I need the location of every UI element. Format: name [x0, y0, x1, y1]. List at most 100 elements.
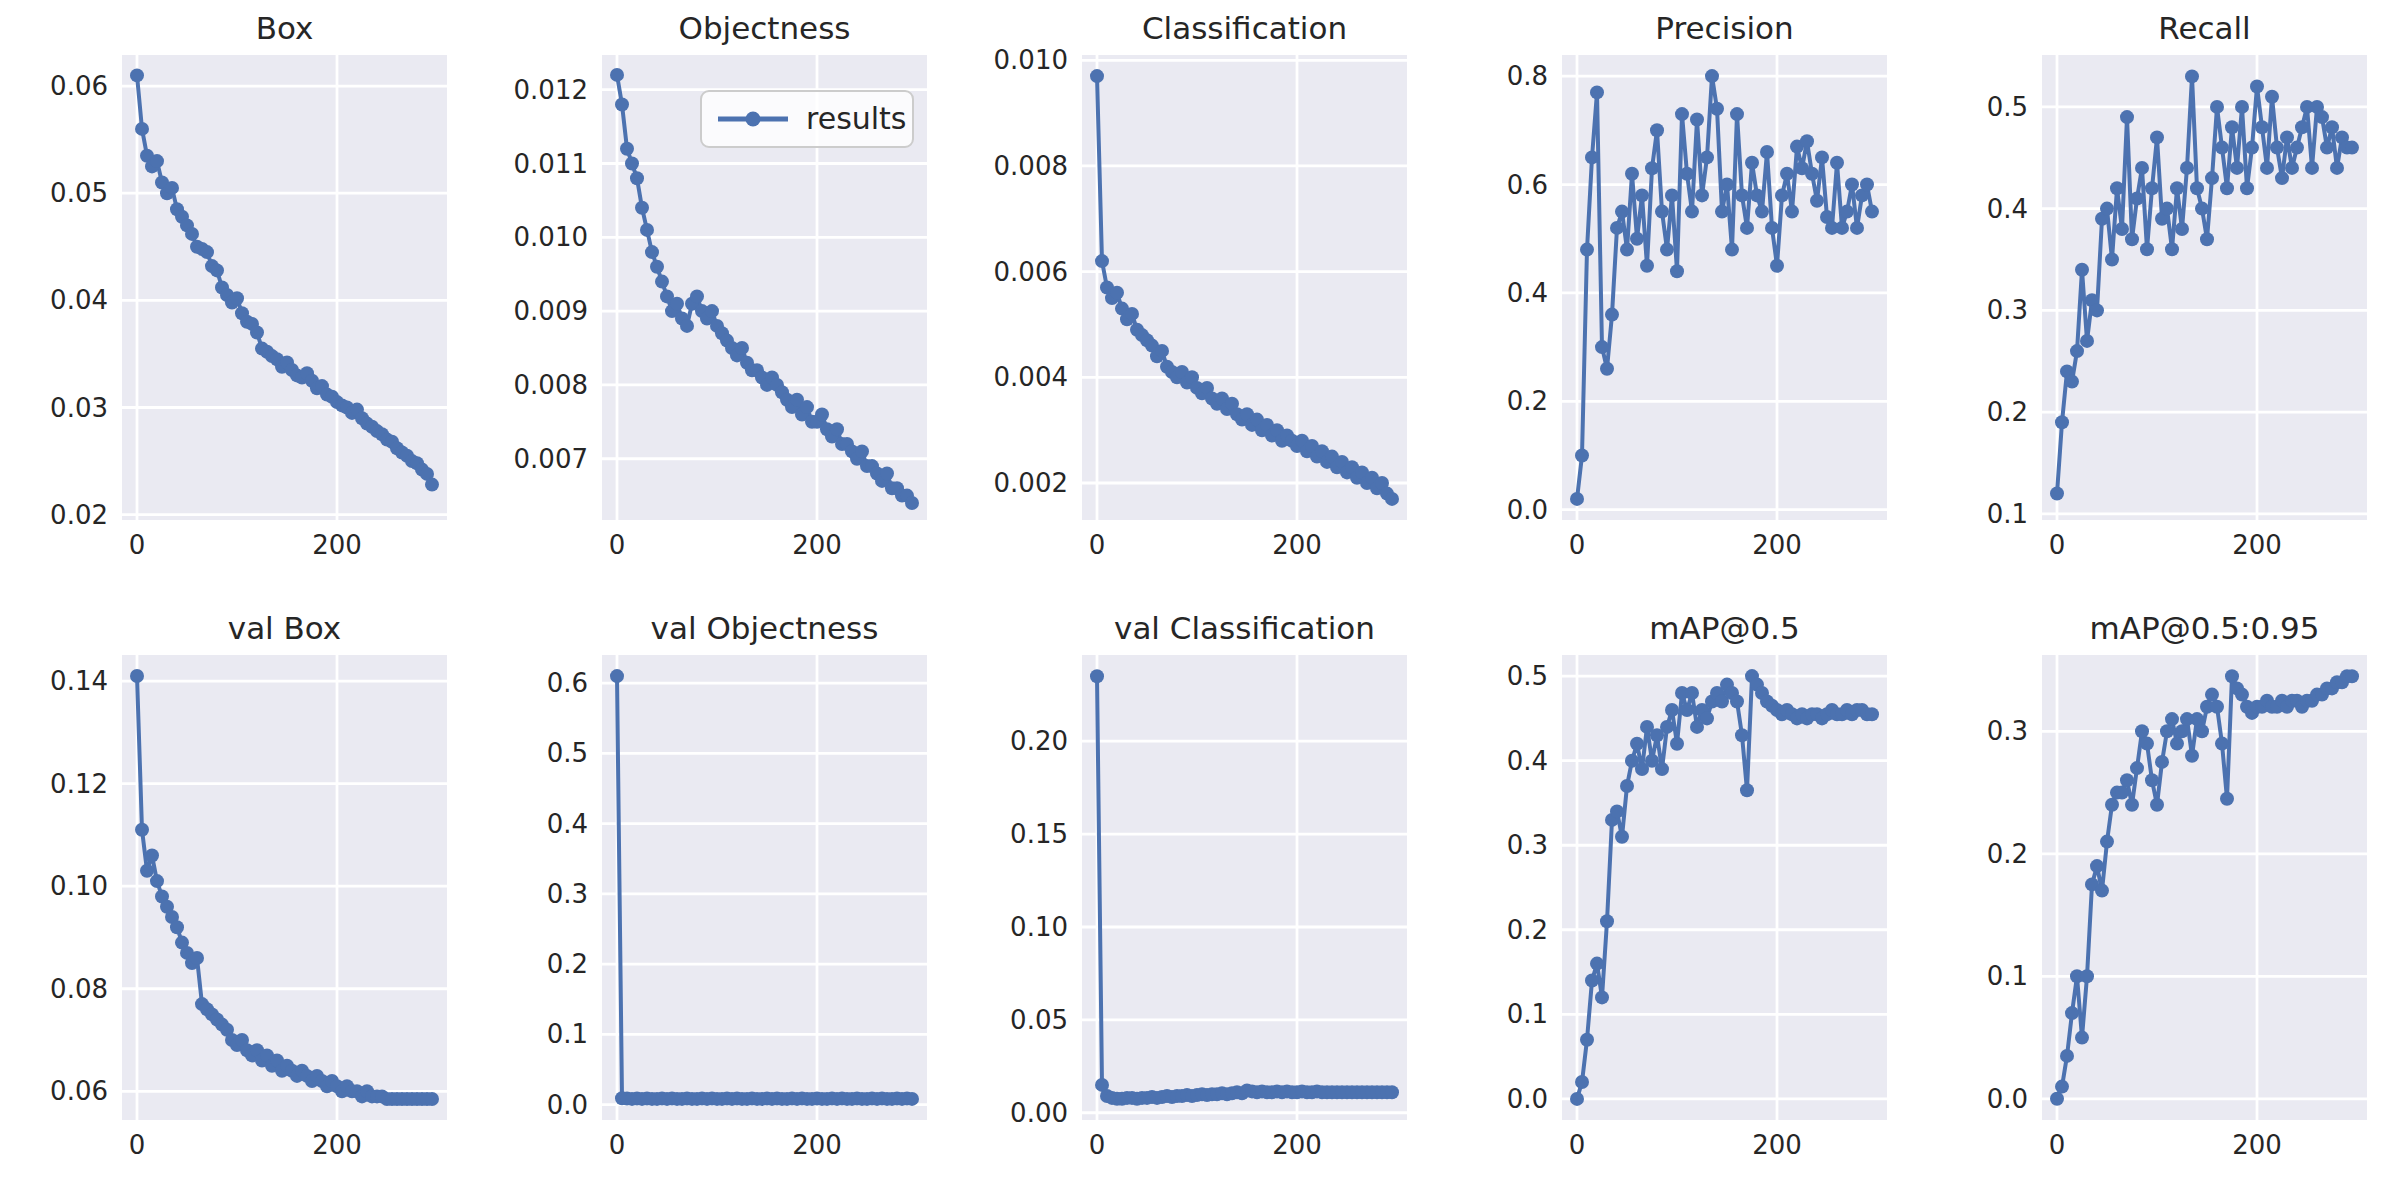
x-tick-label: 200: [2232, 1130, 2282, 1160]
subplot-map-0-5-0-95: mAP@0.5:0.95 0.00.10.20.3 0200: [1920, 600, 2400, 1200]
plot-area: [1082, 655, 1407, 1120]
y-tick-label: 0.012: [514, 75, 588, 105]
subplot-classification: Classification 0.0020.0040.0060.0080.010…: [960, 0, 1440, 600]
axes-background: [1082, 655, 1407, 1120]
y-tick-label: 0.04: [50, 285, 108, 315]
subplot-title: val Classification: [1082, 600, 1407, 655]
y-tick-label: 0.4: [1507, 278, 1548, 308]
x-tick-label: 200: [792, 530, 842, 560]
y-tick-label: 0.4: [1507, 746, 1548, 776]
plot-area: [1082, 55, 1407, 520]
plot-area: [602, 655, 927, 1120]
axes-background: [1082, 55, 1407, 520]
y-tick-label: 0.05: [50, 178, 108, 208]
x-tick-label: 200: [1752, 530, 1802, 560]
subplot-title: Classification: [1082, 0, 1407, 55]
y-tick-label: 0.004: [994, 362, 1068, 392]
x-tick-label: 0: [2049, 1130, 2066, 1160]
y-axis-tick-labels: 0.0020.0040.0060.0080.010: [960, 55, 1082, 520]
subplot-title: mAP@0.5:0.95: [2042, 600, 2367, 655]
y-tick-label: 0.010: [514, 222, 588, 252]
y-tick-label: 0.15: [1010, 819, 1068, 849]
y-axis-tick-labels: 0.00.10.20.30.40.5: [1440, 655, 1562, 1120]
training-results-figure: Box 0.020.030.040.050.06 0200 Objectness…: [0, 0, 2400, 1200]
y-tick-label: 0.10: [1010, 912, 1068, 942]
y-axis-tick-labels: 0.00.10.20.3: [1920, 655, 2042, 1120]
y-axis-tick-labels: 0.00.20.40.60.8: [1440, 55, 1562, 520]
y-axis-tick-labels: 0.000.050.100.150.20: [960, 655, 1082, 1120]
subplot-precision: Precision 0.00.20.40.60.8 0200: [1440, 0, 1920, 600]
x-tick-label: 0: [609, 1130, 626, 1160]
axes-background: [2042, 55, 2367, 520]
axes-background: [1562, 655, 1887, 1120]
y-tick-label: 0.12: [50, 769, 108, 799]
plot-area: [122, 55, 447, 520]
subplot-grid: Box 0.020.030.040.050.06 0200 Objectness…: [0, 0, 2400, 1200]
y-tick-label: 0.3: [1987, 716, 2028, 746]
y-tick-label: 0.3: [547, 879, 588, 909]
subplot-map-0-5: mAP@0.5 0.00.10.20.30.40.5 0200: [1440, 600, 1920, 1200]
y-axis-tick-labels: 0.0070.0080.0090.0100.0110.012: [480, 55, 602, 520]
y-tick-label: 0.0: [1507, 1084, 1548, 1114]
plot-area: [122, 655, 447, 1120]
y-tick-label: 0.3: [1987, 295, 2028, 325]
y-tick-label: 0.008: [994, 151, 1068, 181]
y-tick-label: 0.4: [1987, 194, 2028, 224]
x-axis-tick-labels: 0200: [122, 1120, 447, 1200]
subplot-title: Objectness: [602, 0, 927, 55]
y-tick-label: 0.010: [994, 45, 1068, 75]
y-tick-label: 0.009: [514, 296, 588, 326]
y-tick-label: 0.1: [1987, 961, 2028, 991]
y-tick-label: 0.10: [50, 871, 108, 901]
y-tick-label: 0.0: [1507, 495, 1548, 525]
axes-background: [602, 655, 927, 1120]
y-tick-label: 0.00: [1010, 1098, 1068, 1128]
subplot-title: Precision: [1562, 0, 1887, 55]
y-tick-label: 0.2: [1507, 386, 1548, 416]
subplot-title: Recall: [2042, 0, 2367, 55]
subplot-title: mAP@0.5: [1562, 600, 1887, 655]
y-axis-tick-labels: 0.020.030.040.050.06: [0, 55, 122, 520]
plot-area: results: [602, 55, 927, 520]
x-tick-label: 200: [1272, 1130, 1322, 1160]
x-tick-label: 200: [1752, 1130, 1802, 1160]
x-tick-label: 0: [129, 530, 146, 560]
x-axis-tick-labels: 0 200: [2042, 520, 2367, 600]
subplot-val-objectness: val Objectness 0.00.10.20.30.40.50.6 020…: [480, 600, 960, 1200]
subplot-title: val Objectness: [602, 600, 927, 655]
plot-area: [1562, 55, 1887, 520]
subplot-title: Box: [122, 0, 447, 55]
y-tick-label: 0.0: [1987, 1084, 2028, 1114]
y-tick-label: 0.05: [1010, 1005, 1068, 1035]
x-tick-label: 200: [1272, 530, 1322, 560]
y-tick-label: 0.2: [1987, 397, 2028, 427]
x-tick-label: 0: [1569, 1130, 1586, 1160]
x-tick-label: 0: [2049, 530, 2066, 560]
axes-background: [1562, 55, 1887, 520]
legend-label: results: [806, 101, 907, 136]
x-axis-tick-labels: 0 200: [602, 520, 927, 600]
y-axis-tick-labels: 0.00.10.20.30.40.50.6: [480, 655, 602, 1120]
y-tick-label: 0.6: [1507, 170, 1548, 200]
x-axis-tick-labels: 0200: [602, 1120, 927, 1200]
y-tick-label: 0.0: [547, 1090, 588, 1120]
subplot-val-box: val Box 0.060.080.100.120.14 0200: [0, 600, 480, 1200]
x-axis-tick-labels: 0200: [122, 520, 447, 600]
x-axis-tick-labels: 0200: [1082, 520, 1407, 600]
y-tick-label: 0.4: [547, 809, 588, 839]
y-tick-label: 0.1: [1987, 499, 2028, 529]
y-tick-label: 0.6: [547, 668, 588, 698]
x-tick-label: 0: [1089, 1130, 1106, 1160]
x-tick-label: 0: [609, 530, 626, 560]
y-tick-label: 0.3: [1507, 830, 1548, 860]
y-tick-label: 0.14: [50, 666, 108, 696]
y-tick-label: 0.06: [50, 1076, 108, 1106]
subplot-objectness: Objectness 0.0070.0080.0090.0100.0110.01…: [480, 0, 960, 600]
y-tick-label: 0.5: [547, 738, 588, 768]
legend: results: [701, 91, 913, 147]
x-tick-label: 200: [2232, 530, 2282, 560]
y-tick-label: 0.2: [1507, 915, 1548, 945]
y-tick-label: 0.2: [547, 949, 588, 979]
y-axis-tick-labels: 0.10.20.30.40.5: [1920, 55, 2042, 520]
y-tick-label: 0.5: [1987, 92, 2028, 122]
